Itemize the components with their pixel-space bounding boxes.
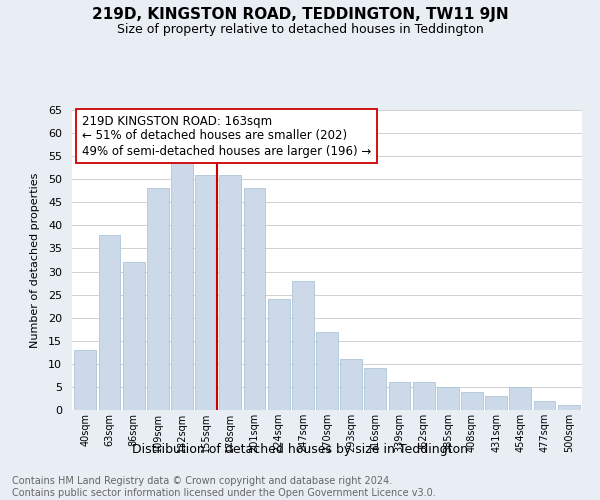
Bar <box>389 382 410 410</box>
Bar <box>98 234 121 410</box>
Bar <box>147 188 169 410</box>
Bar <box>340 359 362 410</box>
Y-axis label: Number of detached properties: Number of detached properties <box>30 172 40 348</box>
Bar <box>316 332 338 410</box>
Text: 219D KINGSTON ROAD: 163sqm
← 51% of detached houses are smaller (202)
49% of sem: 219D KINGSTON ROAD: 163sqm ← 51% of deta… <box>82 114 371 158</box>
Bar <box>413 382 434 410</box>
Bar <box>437 387 459 410</box>
Bar <box>485 396 507 410</box>
Text: 219D, KINGSTON ROAD, TEDDINGTON, TW11 9JN: 219D, KINGSTON ROAD, TEDDINGTON, TW11 9J… <box>92 8 508 22</box>
Bar <box>244 188 265 410</box>
Bar <box>533 401 556 410</box>
Bar <box>292 281 314 410</box>
Text: Contains HM Land Registry data © Crown copyright and database right 2024.
Contai: Contains HM Land Registry data © Crown c… <box>12 476 436 498</box>
Bar <box>220 174 241 410</box>
Bar <box>74 350 96 410</box>
Text: Distribution of detached houses by size in Teddington: Distribution of detached houses by size … <box>132 442 468 456</box>
Bar <box>195 174 217 410</box>
Bar <box>171 161 193 410</box>
Bar <box>364 368 386 410</box>
Bar <box>268 299 290 410</box>
Bar <box>558 406 580 410</box>
Bar <box>509 387 531 410</box>
Bar <box>123 262 145 410</box>
Text: Size of property relative to detached houses in Teddington: Size of property relative to detached ho… <box>116 22 484 36</box>
Bar <box>461 392 483 410</box>
